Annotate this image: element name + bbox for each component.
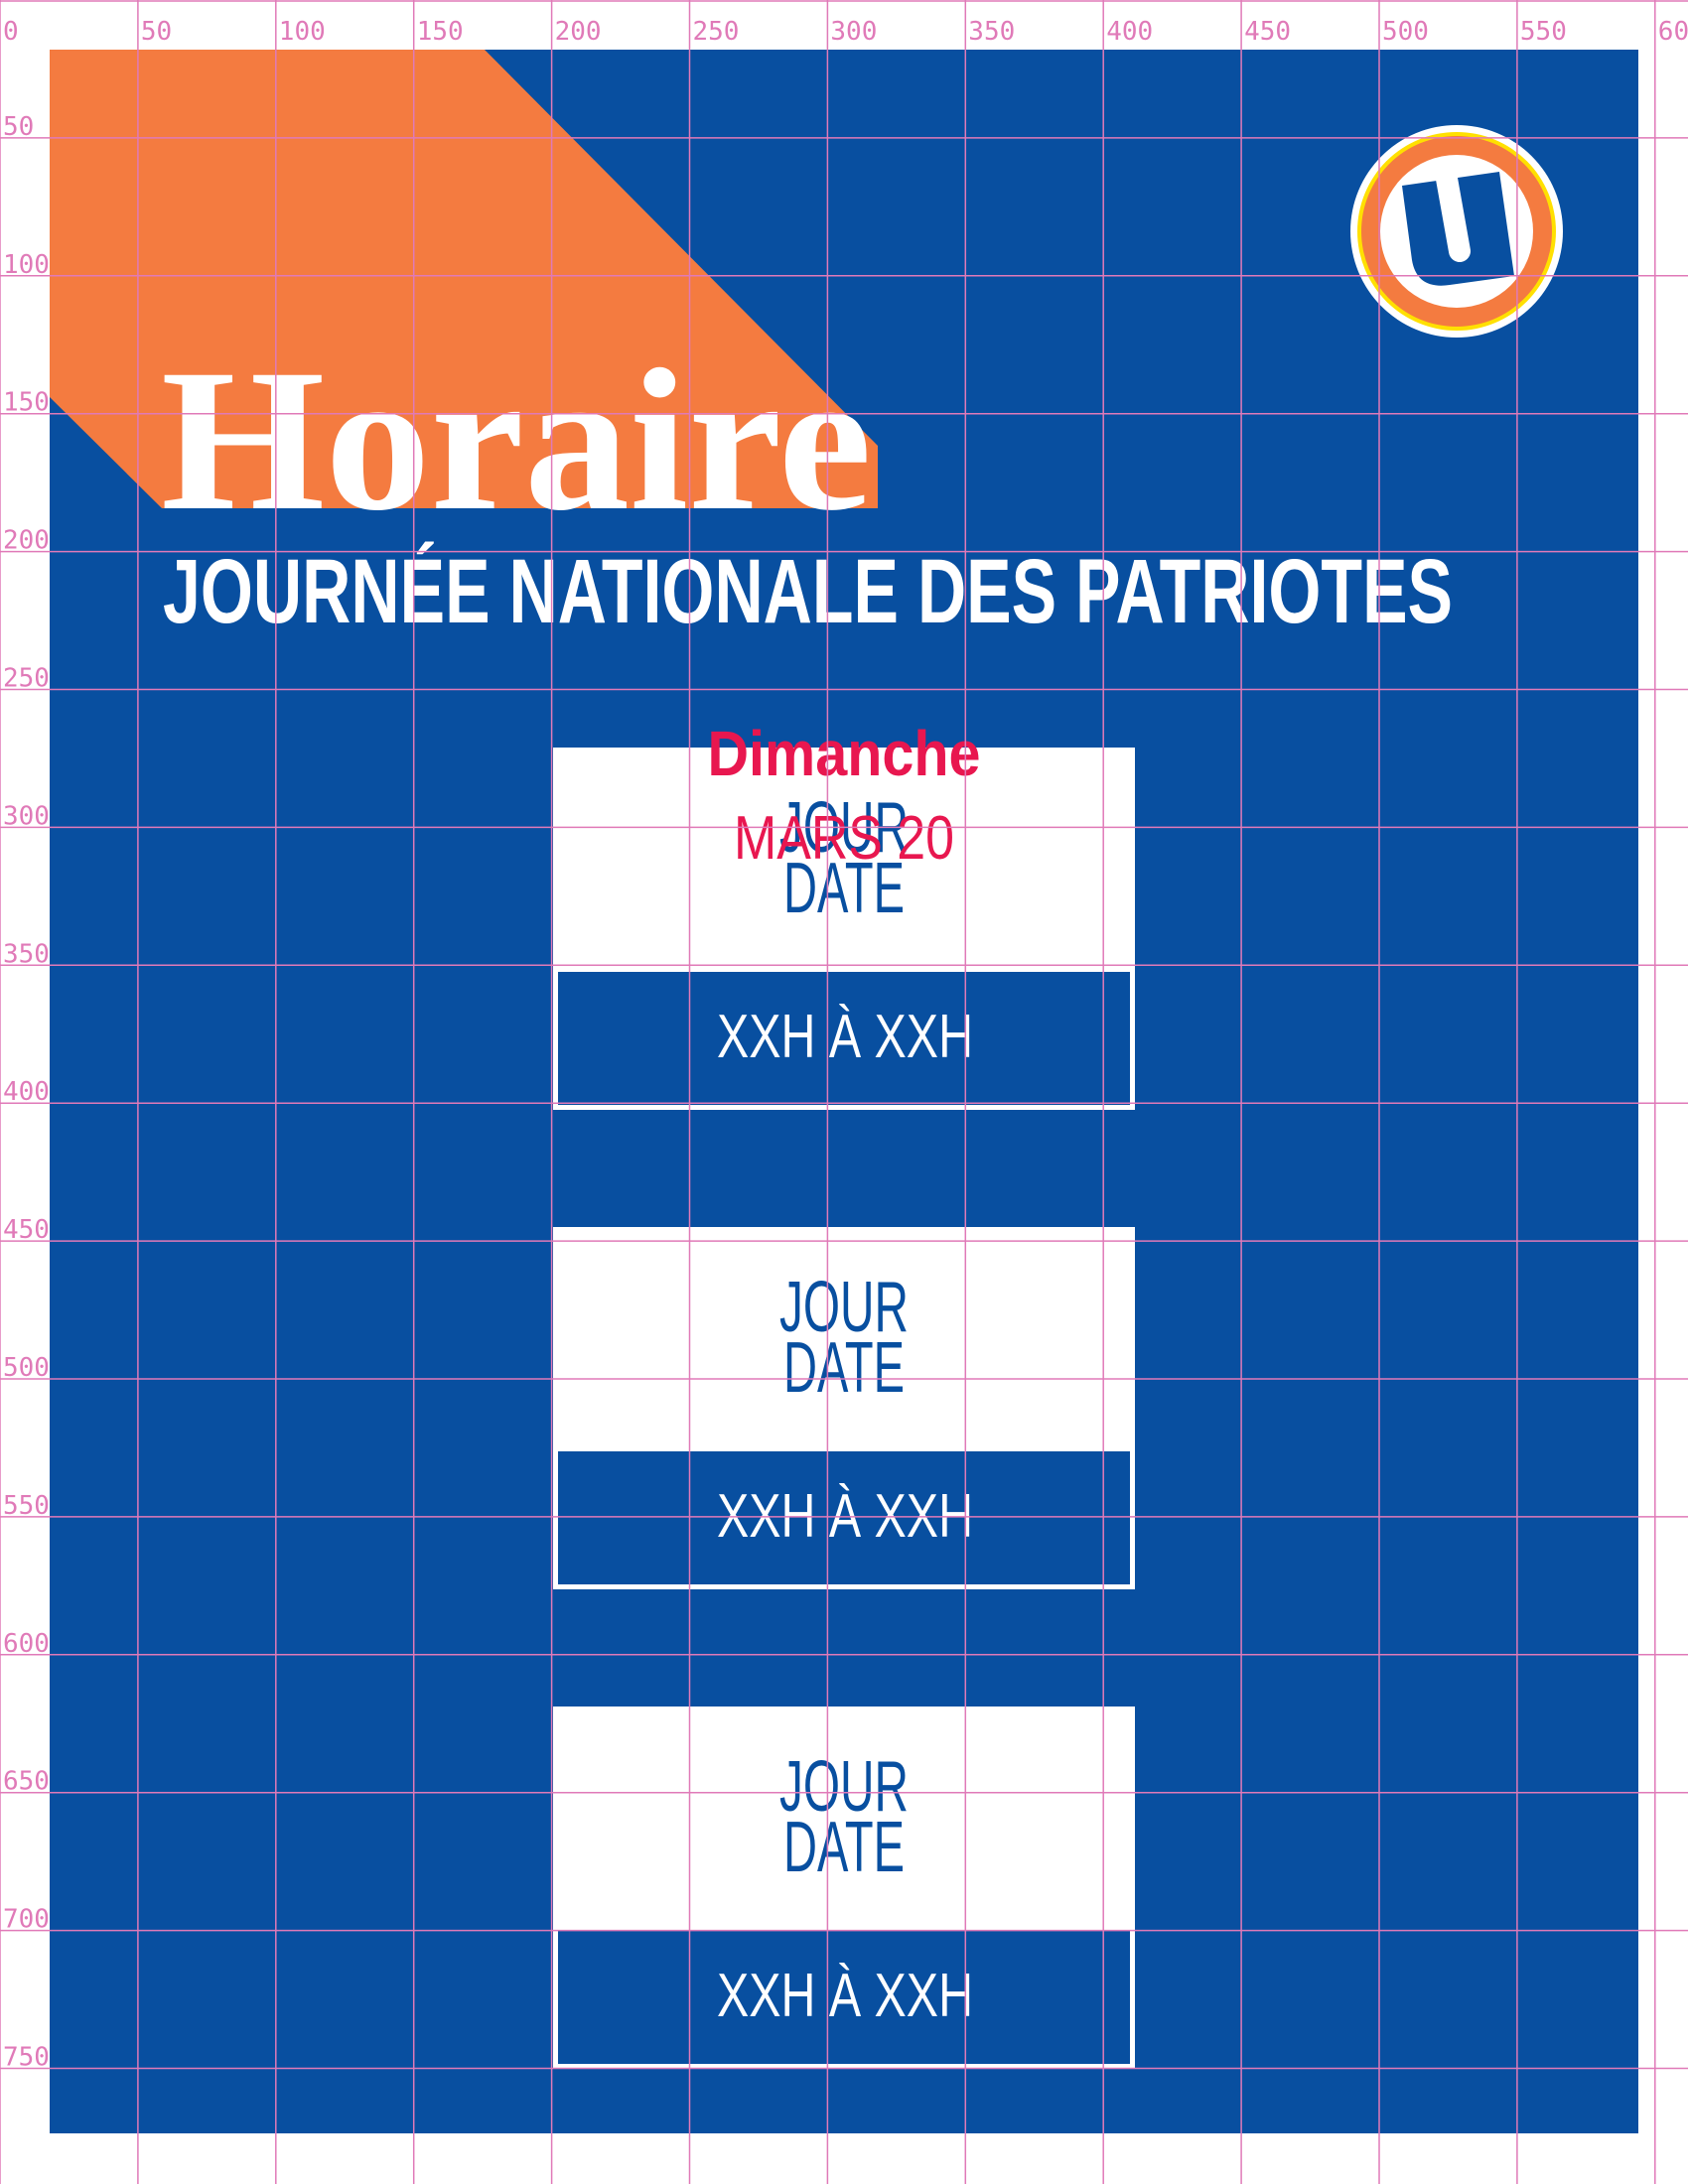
grid-label-y: 100	[3, 250, 50, 280]
hours-panel	[558, 1931, 1130, 2064]
hours-panel	[558, 1451, 1130, 1584]
card-day: JOUR	[779, 1268, 909, 1347]
page-title: Horaire	[161, 328, 872, 553]
hours-panel	[558, 972, 1130, 1105]
grid-label-x: 60	[1658, 17, 1688, 47]
grid-label-y: 200	[3, 526, 50, 556]
grid-label-x: 500	[1382, 17, 1429, 47]
grid-label-x: 100	[279, 17, 326, 47]
grid-label-x: 50	[141, 17, 172, 47]
card-date: DATE	[783, 1328, 905, 1408]
grid-label-y: 350	[3, 939, 50, 969]
grid-label-x: 250	[693, 17, 740, 47]
grid-label-y: 650	[3, 1767, 50, 1797]
card-date: DATE	[783, 849, 905, 928]
grid-label-y: 750	[3, 2043, 50, 2073]
grid-label-y: 150	[3, 388, 50, 418]
highlight-day: Dimanche	[708, 718, 981, 789]
grid-label-x: 150	[417, 17, 464, 47]
grid-label-x: 400	[1106, 17, 1153, 47]
grid-label-x: 300	[830, 17, 877, 47]
grid-label-y: 500	[3, 1353, 50, 1383]
page-subtitle: JOURNÉE NATIONALE DES PATRIOTES	[163, 540, 1453, 642]
card-hours: XXH À XXH	[717, 1962, 973, 2030]
card-hours: XXH À XXH	[717, 1003, 973, 1071]
logo	[1350, 125, 1563, 338]
grid-label-x: 550	[1520, 17, 1567, 47]
grid-label-y: 550	[3, 1491, 50, 1521]
grid-label-x: 450	[1244, 17, 1291, 47]
grid-label-y: 600	[3, 1629, 50, 1659]
highlight-date: MARS 20	[734, 804, 954, 873]
grid-label-y: 300	[3, 801, 50, 831]
orange-diagonal-band	[50, 50, 878, 508]
grid-label-y: 700	[3, 1905, 50, 1935]
grid-label-y: 250	[3, 664, 50, 694]
grid-label-y: 400	[3, 1077, 50, 1107]
card-day: JOUR	[779, 1747, 909, 1827]
grid-label-x: 0	[3, 17, 19, 47]
grid-label-x: 200	[555, 17, 602, 47]
grid-label-y: 50	[3, 112, 34, 142]
grid-label-x: 350	[968, 17, 1015, 47]
card-date: DATE	[783, 1808, 905, 1887]
grid-label-y: 450	[3, 1215, 50, 1245]
